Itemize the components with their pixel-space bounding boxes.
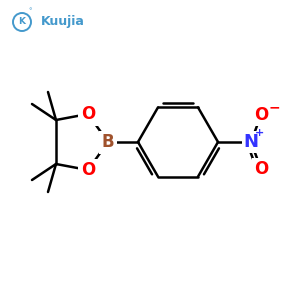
Text: −: − xyxy=(268,100,280,114)
Text: B: B xyxy=(102,133,114,151)
Text: °: ° xyxy=(28,8,32,14)
Text: Kuujia: Kuujia xyxy=(41,16,85,28)
Text: O: O xyxy=(254,160,268,178)
Text: O: O xyxy=(81,105,95,123)
Text: N: N xyxy=(244,133,259,151)
Text: O: O xyxy=(254,106,268,124)
Text: K: K xyxy=(19,17,26,26)
Text: O: O xyxy=(81,161,95,179)
Text: +: + xyxy=(255,128,265,138)
